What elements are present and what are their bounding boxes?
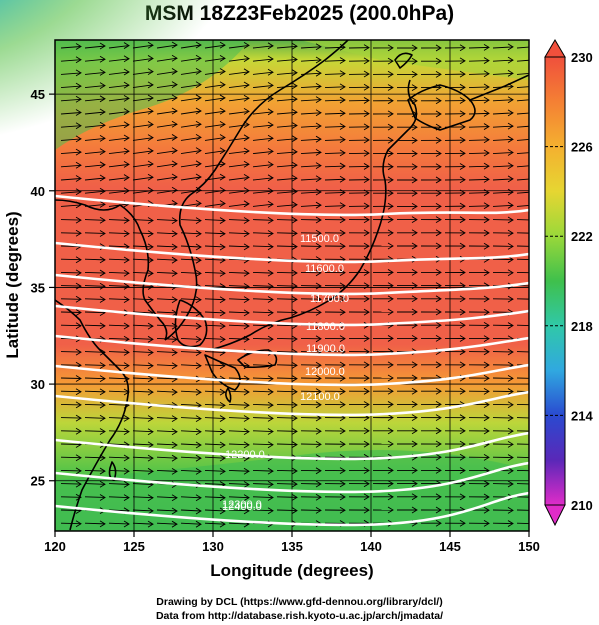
y-tick-label: 30 [31, 377, 45, 392]
contour-line [55, 334, 529, 357]
colorbar-top-arrow [544, 39, 566, 58]
y-tick-label: 35 [31, 280, 45, 295]
colorbar-scale [544, 56, 566, 506]
x-tick-label: 130 [202, 539, 224, 554]
x-axis-label: Longitude (degrees) [210, 561, 373, 580]
colorbar-tick-label: 214 [571, 408, 593, 423]
contour-labels: 11500.0 11600.0 11700.0 11800.0 11900.0 12000… [222, 233, 349, 513]
y-tick-label: 45 [31, 87, 45, 102]
contour-line [55, 194, 529, 217]
x-tick-label: 150 [518, 539, 540, 554]
colorbar: 230 226 222 218 214 210 [544, 39, 593, 527]
y-tick-label: 25 [31, 474, 45, 489]
colorbar-tick-label: 210 [571, 498, 593, 513]
contour-label: 11600.0 [305, 263, 344, 275]
y-tick-label: 40 [31, 184, 45, 199]
colorbar-tick-label: 218 [571, 319, 593, 334]
colorbar-bottom-arrow [544, 504, 566, 527]
colorbar-tick-label: 230 [571, 50, 593, 65]
contour-line [55, 491, 529, 527]
contour-line [55, 363, 529, 387]
contour-label: 12200.0 [225, 449, 265, 461]
colorbar-tick-label: 222 [571, 229, 593, 244]
contour-line [55, 304, 529, 327]
contour-label: 11800.0 [306, 321, 345, 333]
contour-label: 12000.0 [305, 366, 345, 378]
y-axis: 25 30 35 40 45 [31, 87, 55, 489]
contour-label: 12300.0 [222, 499, 262, 511]
contour-line [55, 431, 529, 461]
contour-label: 11700.0 [310, 293, 349, 305]
contour-line [55, 273, 529, 296]
contour-line [55, 461, 529, 494]
contour-line [55, 390, 529, 417]
contour-label: 12400.0 [222, 501, 262, 513]
contour-label: 12100.0 [300, 391, 340, 403]
x-tick-label: 120 [44, 539, 66, 554]
x-tick-label: 145 [439, 539, 461, 554]
contour-line [55, 241, 529, 264]
x-tick-label: 125 [123, 539, 145, 554]
footer-credit-dcl: Drawing by DCL (https://www.gfd-dennou.o… [156, 596, 443, 608]
wind-vectors [60, 41, 529, 528]
footer-credit-data: Data from http://database.rish.kyoto-u.a… [155, 610, 444, 622]
contour-label: 11500.0 [300, 233, 339, 245]
colorbar-tick-label: 226 [571, 140, 593, 155]
x-tick-label: 135 [281, 539, 303, 554]
y-axis-label: Latitude (degrees) [3, 211, 22, 358]
height-contours [55, 194, 529, 527]
x-tick-label: 140 [360, 539, 382, 554]
contour-label: 11900.0 [306, 343, 345, 355]
x-axis: 120 125 130 135 140 145 150 [44, 531, 540, 554]
